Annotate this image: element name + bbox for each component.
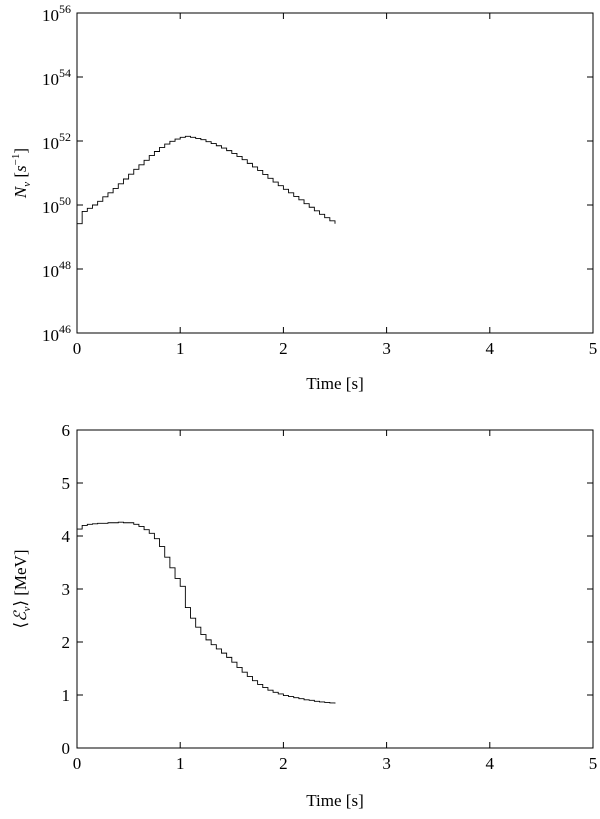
x-tick-label: 1 (176, 339, 185, 358)
y-tick-group: 0 1 2 3 4 5 6 (62, 421, 593, 758)
x-tick-label: 3 (382, 339, 391, 358)
y-tick-group: 1046 1048 1050 1052 1054 1056 (42, 2, 593, 345)
x-tick-label: 0 (73, 754, 82, 773)
y-axis-label: Nν [s−1] (10, 148, 33, 199)
y-tick-label: 1046 (42, 322, 71, 345)
mean-energy-series-line (77, 521, 336, 704)
x-axis-label: Time [s] (306, 374, 363, 393)
plot-frame (76, 429, 594, 749)
y-tick-label: 4 (62, 527, 71, 546)
x-tick-label: 4 (486, 754, 495, 773)
x-tick-label: 5 (589, 754, 598, 773)
y-tick-label: 1050 (42, 194, 71, 217)
mean-energy-panel: 0 1 2 3 4 5 0 1 2 3 4 5 6 Time [s] ⟨ℰν⟩ [MeV] (11, 421, 597, 810)
x-tick-label: 2 (279, 339, 288, 358)
y-tick-label: 1 (62, 686, 71, 705)
x-tick-group: 0 1 2 3 4 5 (73, 430, 598, 773)
y-tick-label: 5 (62, 474, 71, 493)
x-tick-group: 0 1 2 3 4 5 (73, 13, 598, 358)
x-tick-label: 0 (73, 339, 82, 358)
x-tick-label: 2 (279, 754, 288, 773)
x-tick-label: 5 (589, 339, 598, 358)
y-tick-label: 1052 (42, 130, 71, 153)
neutrino-rate-panel: 0 1 2 3 4 5 1046 1048 1050 1052 1054 1056 Time [s]… (10, 2, 597, 393)
y-tick-label: 6 (62, 421, 71, 440)
y-tick-label: 2 (62, 633, 71, 652)
y-tick-label: 0 (62, 739, 71, 758)
x-axis-label: Time [s] (306, 791, 363, 810)
x-tick-label: 4 (486, 339, 495, 358)
y-axis-label: ⟨ℰν⟩ [MeV] (11, 550, 33, 629)
neutrino-rate-series-line (77, 135, 336, 225)
plot-frame (76, 12, 594, 334)
y-tick-label: 1056 (42, 2, 71, 25)
x-tick-label: 3 (382, 754, 391, 773)
x-tick-label: 1 (176, 754, 185, 773)
y-tick-label: 1048 (42, 258, 71, 281)
y-tick-label: 1054 (42, 66, 71, 89)
y-tick-label: 3 (62, 580, 71, 599)
